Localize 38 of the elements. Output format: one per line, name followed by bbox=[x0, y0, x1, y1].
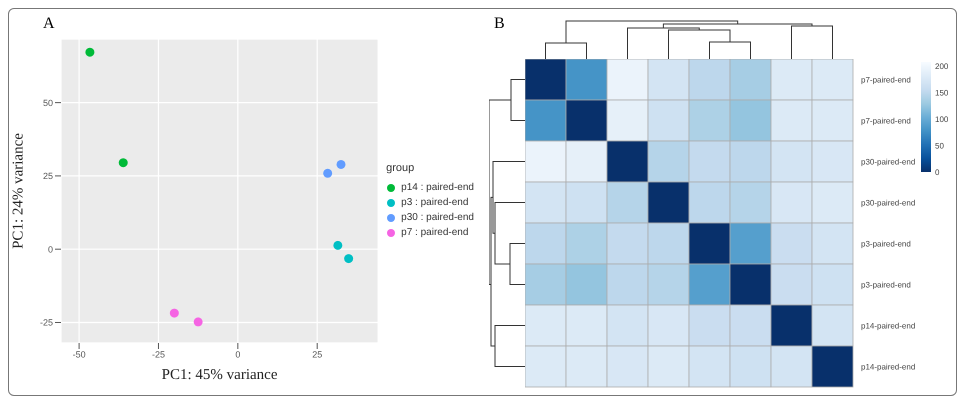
y-tick-label: p30-paired-end bbox=[861, 198, 916, 208]
y-tick-label: 25 bbox=[42, 171, 53, 182]
point bbox=[170, 308, 179, 318]
legend-title: group bbox=[386, 162, 416, 174]
color-bar-label: 200 bbox=[935, 62, 949, 72]
chart-title: B bbox=[494, 15, 505, 33]
y-tick-label: p14-paired-end bbox=[861, 362, 916, 372]
legend-label: p3 : paired-end bbox=[401, 197, 468, 208]
point bbox=[323, 168, 332, 178]
x-tick-label: 0 bbox=[235, 349, 240, 360]
x-tick-label: -50 bbox=[72, 349, 86, 360]
legend-label: p14 : paired-end bbox=[401, 182, 474, 193]
y-tick-label: p3-paired-end bbox=[861, 239, 911, 248]
y-tick-label: 0 bbox=[48, 244, 53, 254]
y-tick-label: 50 bbox=[42, 98, 53, 108]
legend-label: p30 : paired-end bbox=[401, 212, 474, 223]
color-bar-label: 150 bbox=[935, 88, 949, 98]
x-axis-title: PC1: 45% variance bbox=[162, 367, 278, 383]
color-bar-label: 0 bbox=[935, 168, 940, 177]
y-tick-label: p30-paired-end bbox=[861, 157, 916, 166]
y-tick-label: -25 bbox=[40, 318, 53, 328]
y-tick-label: p3-paired-end bbox=[861, 280, 911, 290]
x-tick-label: -25 bbox=[152, 349, 165, 360]
legend-label: p7 : paired-end bbox=[401, 227, 468, 238]
y-tick-label: p7-paired-end bbox=[861, 116, 911, 126]
y-axis-title: PC1: 24% variance bbox=[10, 132, 26, 249]
point bbox=[85, 48, 94, 57]
chart-title: A bbox=[43, 15, 55, 33]
x-tick-label: 25 bbox=[312, 349, 322, 360]
color-bar-label: 50 bbox=[935, 142, 944, 151]
point bbox=[344, 254, 354, 264]
color-bar-label: 100 bbox=[935, 115, 949, 124]
point bbox=[118, 158, 128, 168]
point bbox=[194, 317, 203, 326]
point bbox=[333, 240, 342, 250]
point bbox=[336, 160, 346, 169]
y-tick-label: p14-paired-end bbox=[861, 321, 916, 330]
y-tick-label: p7-paired-end bbox=[861, 75, 911, 84]
